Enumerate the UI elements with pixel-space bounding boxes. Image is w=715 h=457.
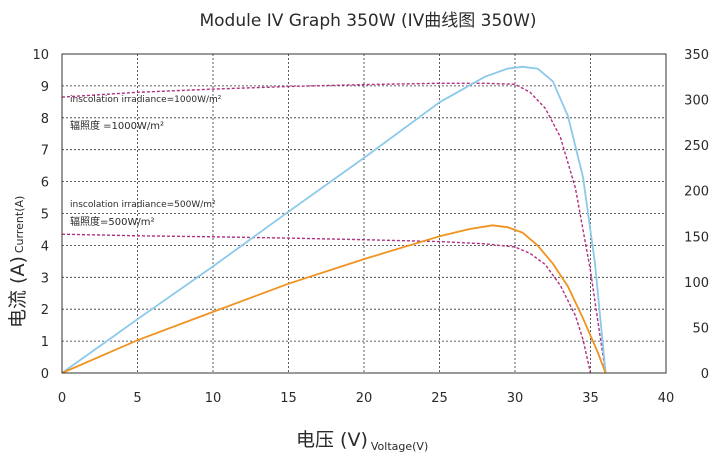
x-tick-label: 25 — [431, 391, 448, 406]
x-tick-label: 5 — [133, 391, 141, 406]
y-left-tick-label: 9 — [41, 80, 49, 95]
curves — [61, 65, 607, 374]
x-tick-label: 20 — [356, 391, 373, 406]
x-tick-label: 40 — [658, 391, 675, 406]
grid — [62, 54, 666, 373]
y-left-tick-label: 2 — [41, 303, 49, 318]
y-left-tick-label: 1 — [41, 335, 49, 350]
y-right-tick-label: 150 — [684, 230, 709, 245]
y-right-tick-label: 250 — [684, 139, 709, 154]
annotation-irr500-en: inscolation irradiance=500W/m² — [70, 200, 216, 210]
y-left-tick-label: 10 — [32, 48, 49, 63]
y-left-tick-label: 6 — [41, 176, 49, 191]
y-left-tick-label: 7 — [41, 144, 49, 159]
y-right-tick-label: 0 — [701, 367, 709, 382]
annotation-irr500-cn: 辐照度=500W/m² — [70, 215, 154, 228]
x-tick-label: 30 — [507, 391, 524, 406]
plot-frame — [61, 53, 667, 374]
x-axis-label-sub: Voltage(V) — [371, 440, 428, 453]
y-axis-label-sub: Current(A) — [13, 196, 26, 253]
y-axis-label-group: 电流 (A) Current(A) — [7, 196, 29, 328]
x-tick-label: 15 — [280, 391, 297, 406]
chart-title: Module IV Graph 350W (IV曲线图 350W) — [199, 11, 536, 31]
y-right-tick-label: 300 — [684, 94, 709, 109]
y-right-tick-label: 350 — [684, 48, 709, 63]
y-left-tick-label: 3 — [41, 271, 49, 286]
y-left-tick-label: 0 — [41, 367, 49, 382]
y-left-tick-label: 4 — [41, 239, 49, 254]
x-tick-label: 0 — [58, 391, 66, 406]
annotation-irr1000-en: inscolation irradiance=1000W/m² — [70, 95, 222, 105]
y-right-tick-label: 50 — [692, 321, 709, 336]
y-left-tick-label: 5 — [41, 208, 49, 223]
y-left-tick-label: 8 — [41, 112, 49, 127]
x-tick-label: 10 — [205, 391, 222, 406]
x-axis-label: 电压 (V) Voltage(V) — [296, 429, 428, 453]
annotation-irr1000-cn: 辐照度 =1000W/m² — [70, 119, 164, 132]
iv-curve-0 — [61, 82, 607, 374]
x-tick-labels: 0 5 10 15 20 25 30 35 40 — [58, 391, 674, 406]
iv-curve-1 — [61, 233, 592, 374]
y-right-tick-labels: 0 50 100 150 200 250 300 350 — [684, 48, 709, 382]
y-axis-label-main: 电流 (A) — [7, 256, 29, 328]
y-right-tick-label: 100 — [684, 276, 709, 291]
power-curve-2 — [61, 65, 607, 374]
y-axis-label: 电流 (A) Current(A) — [7, 196, 29, 328]
x-axis-label-main: 电压 (V) — [296, 429, 368, 451]
y-right-tick-label: 200 — [684, 185, 709, 200]
x-tick-label: 35 — [582, 391, 599, 406]
y-left-tick-labels: 0 1 2 3 4 5 6 7 8 9 10 — [32, 48, 49, 382]
power-curve-3 — [61, 224, 607, 374]
